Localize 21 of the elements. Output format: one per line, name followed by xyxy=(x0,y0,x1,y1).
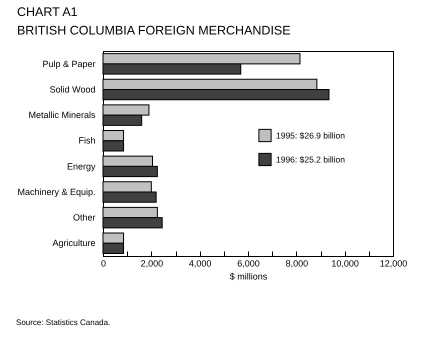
x-tick-label: 0 xyxy=(100,258,106,268)
y-tick-label: Other xyxy=(72,212,96,223)
legend-label: 1995: $26.9 billion xyxy=(276,130,346,140)
y-tick-label: Machinery & Equip. xyxy=(17,186,96,197)
legend-label: 1996: $25.2 billion xyxy=(276,154,346,164)
x-tick-label: 8,000 xyxy=(286,258,308,268)
y-tick-label: Pulp & Paper xyxy=(42,58,96,69)
x-tick-label: 4,000 xyxy=(188,258,212,268)
x-tick-label: 6,000 xyxy=(237,258,260,268)
y-tick-label: Solid Wood xyxy=(50,84,96,94)
y-tick-label: Agriculture xyxy=(52,238,96,248)
y-tick-label: Energy xyxy=(66,161,96,172)
chart-subtitle: BRITISH COLUMBIA FOREIGN MERCHANDISE xyxy=(16,24,291,38)
x-tick-label: 12,000 xyxy=(380,258,408,268)
chart-title: CHART A1 xyxy=(16,5,78,19)
x-tick-label: 10,000 xyxy=(331,258,359,268)
x-axis-title: $ millions xyxy=(230,272,268,282)
y-tick-label: Fish xyxy=(78,136,96,146)
x-tick-label: 2,000 xyxy=(140,258,164,268)
y-tick-label: Metallic Minerals xyxy=(28,110,96,120)
source-note: Source: Statistics Canada. xyxy=(16,318,110,327)
